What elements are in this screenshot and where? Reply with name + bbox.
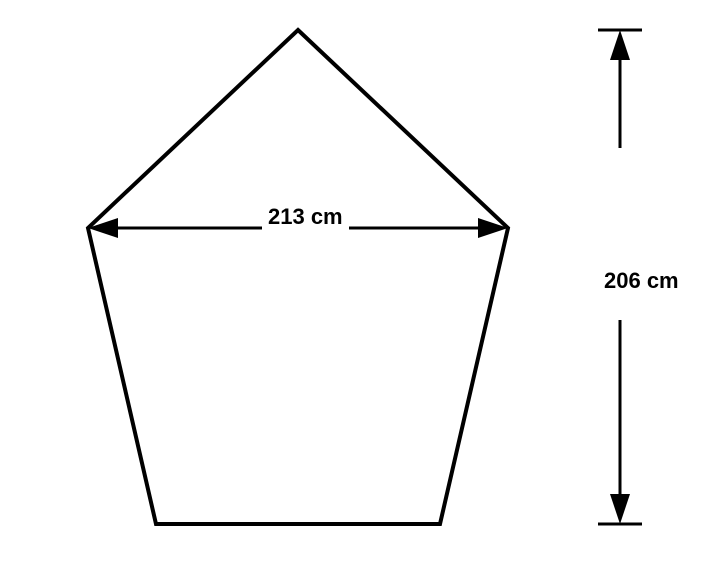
height-label: 206 cm bbox=[604, 268, 679, 294]
width-label: 213 cm bbox=[262, 204, 349, 230]
pentagon-shape bbox=[88, 30, 508, 524]
